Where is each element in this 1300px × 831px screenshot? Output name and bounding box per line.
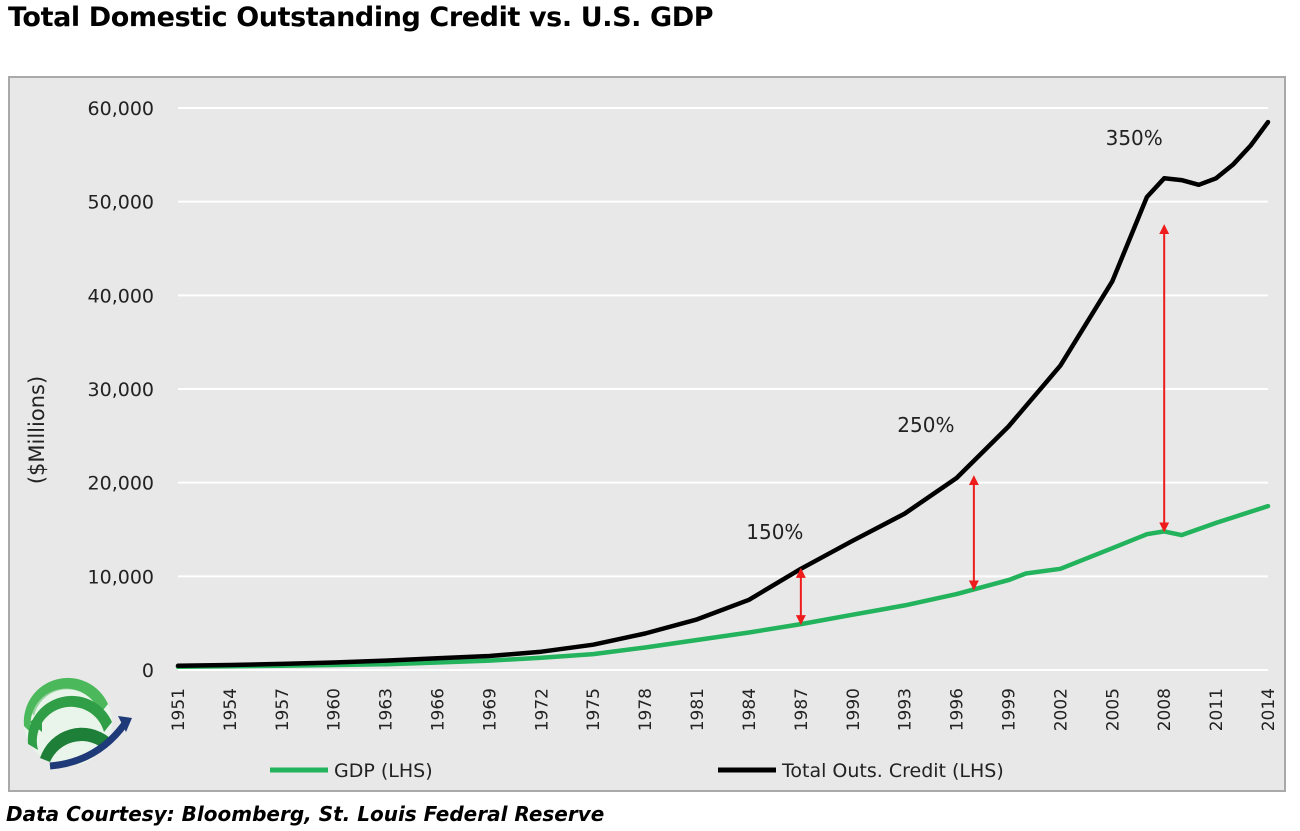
y-tick-label: 40,000: [88, 285, 154, 307]
x-tick-label: 1990: [844, 688, 864, 731]
gridlines: [178, 107, 1268, 671]
gdp-series-line: [175, 503, 1271, 670]
x-tick-label: 1981: [688, 688, 708, 731]
x-tick-label: 2011: [1207, 688, 1227, 731]
data-source-credit: Data Courtesy: Bloomberg, St. Louis Fede…: [6, 802, 605, 826]
x-tick-label: 1978: [636, 688, 656, 731]
x-tick-label: 2005: [1103, 688, 1123, 731]
x-tick-label: 1951: [169, 688, 189, 731]
globe-logo-icon: [23, 677, 132, 770]
y-tick-label: 20,000: [88, 473, 154, 495]
x-axis-ticks: 1951 1954 1957 1960 1963 1966 1969 1972 1975 1978…: [169, 688, 1279, 731]
x-tick-label: 1969: [480, 688, 500, 731]
x-tick-label: 1966: [429, 688, 449, 731]
x-tick-label: 2002: [1051, 688, 1071, 731]
series-lines: [175, 119, 1271, 670]
ratio-label: 150%: [746, 520, 803, 544]
legend: GDP (LHS) Total Outs. Credit (LHS): [270, 760, 1004, 782]
x-tick-label: 2014: [1259, 688, 1279, 731]
y-tick-label: 50,000: [88, 192, 154, 214]
y-tick-label: 60,000: [88, 98, 154, 120]
x-tick-label: 1960: [325, 688, 345, 731]
x-tick-label: 1957: [273, 688, 293, 731]
annotations: 150% 250% 350%: [746, 126, 1170, 626]
x-tick-label: 1993: [896, 688, 916, 731]
y-tick-label: 30,000: [88, 379, 154, 401]
x-tick-label: 1996: [948, 688, 968, 731]
y-axis-label: ($Millions): [25, 376, 49, 484]
y-tick-label: 10,000: [88, 566, 154, 588]
y-tick-label: 0: [142, 660, 154, 682]
page-title: Total Domestic Outstanding Credit vs. U.…: [8, 2, 714, 33]
legend-credit-label: Total Outs. Credit (LHS): [781, 760, 1004, 782]
chart-frame: [8, 76, 1286, 792]
ratio-label: 350%: [1106, 126, 1163, 150]
credit-series-line: [175, 119, 1271, 669]
x-tick-label: 1975: [584, 688, 604, 731]
legend-gdp-label: GDP (LHS): [334, 760, 433, 782]
x-tick-label: 1972: [532, 688, 552, 731]
x-tick-label: 1963: [377, 688, 397, 731]
x-tick-label: 2008: [1155, 688, 1175, 731]
y-axis-ticks: 0 10,000 20,000 30,000 40,000 50,000 60,000: [88, 98, 154, 682]
x-tick-label: 1999: [999, 688, 1019, 731]
x-tick-label: 1987: [792, 688, 812, 731]
x-tick-label: 1954: [221, 688, 241, 731]
ratio-label: 250%: [897, 413, 954, 437]
x-tick-label: 1984: [740, 688, 760, 731]
